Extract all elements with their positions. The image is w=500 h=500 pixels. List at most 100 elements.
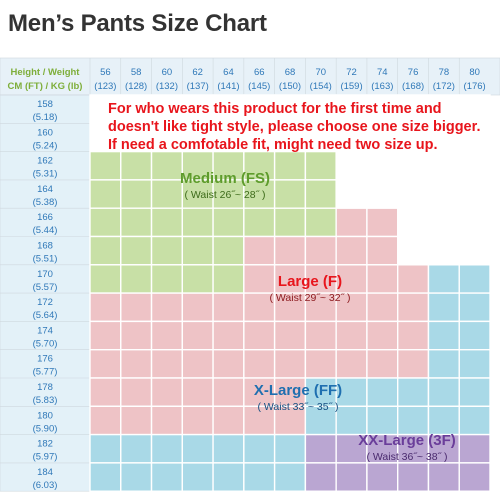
zone-large-label: Large (F) ( Waist 29˝~ 32˝ ) <box>245 273 375 304</box>
size-cell <box>458 150 491 181</box>
size-cell <box>212 433 245 464</box>
size-cell <box>212 462 245 492</box>
weight-kg-label: 74 <box>377 67 388 78</box>
size-cell <box>304 179 337 209</box>
weight-kg-label: 58 <box>131 67 142 78</box>
height-cm-label: 182 <box>37 439 53 450</box>
size-cell <box>366 179 399 209</box>
size-cell <box>366 94 399 124</box>
size-cell <box>335 122 368 153</box>
zone-large-waist: ( Waist 29˝~ 32˝ ) <box>269 292 351 304</box>
height-ft-label: (5.77) <box>33 367 58 378</box>
size-cell <box>120 349 153 379</box>
size-cell <box>212 320 245 351</box>
size-cell <box>150 235 184 266</box>
size-cell <box>89 207 122 238</box>
size-cell <box>212 264 245 294</box>
size-cell <box>397 405 430 436</box>
size-cell <box>150 377 184 407</box>
size-cell <box>150 462 184 492</box>
page-title: Men’s Pants Size Chart <box>8 10 267 37</box>
height-cm-label: 166 <box>37 212 53 223</box>
size-cell <box>273 405 307 436</box>
size-cell <box>458 122 491 153</box>
size-cell <box>120 207 153 238</box>
size-cell <box>243 462 276 492</box>
height-cm-label: 180 <box>37 410 53 421</box>
height-cm-label: 158 <box>37 99 53 110</box>
size-cell <box>427 207 460 238</box>
size-cell <box>181 462 214 492</box>
size-cell <box>458 349 491 379</box>
size-cell <box>273 94 307 124</box>
size-cell <box>397 320 430 351</box>
size-cell <box>304 433 337 464</box>
size-cell <box>89 179 122 209</box>
size-cell <box>427 349 460 379</box>
size-cell <box>397 292 430 323</box>
note-line-2: doesn't like tight style, please choose … <box>108 119 481 135</box>
size-cell <box>458 207 491 238</box>
size-cell <box>273 235 307 266</box>
weight-lb-label: (168) <box>402 81 424 92</box>
weight-lb-label: (150) <box>279 81 301 92</box>
size-cell <box>366 235 399 266</box>
size-cell <box>120 235 153 266</box>
size-cell <box>273 433 307 464</box>
weight-lb-label: (132) <box>156 81 178 92</box>
size-cell <box>397 94 430 124</box>
height-ft-label: (5.97) <box>33 452 58 463</box>
zone-medium-label: Medium (FS) ( Waist 26˝~ 28˝ ) <box>165 170 285 201</box>
size-cell <box>243 320 276 351</box>
size-cell <box>120 462 153 492</box>
height-cm-label: 184 <box>37 467 53 478</box>
size-cell <box>304 320 337 351</box>
note-line-1: For who wears this product for the first… <box>108 101 442 117</box>
size-cell <box>427 150 460 181</box>
size-cell <box>335 94 368 124</box>
size-cell <box>120 377 153 407</box>
size-cell <box>150 349 184 379</box>
weight-lb-label: (172) <box>433 81 455 92</box>
size-cell <box>212 377 245 407</box>
weight-kg-label: 68 <box>285 67 296 78</box>
size-cell <box>212 207 245 238</box>
size-cell <box>304 150 337 181</box>
size-cell <box>366 207 399 238</box>
zone-large-name: Large (F) <box>277 273 343 290</box>
size-cell <box>181 292 214 323</box>
size-cell <box>458 462 491 492</box>
size-cell <box>397 377 430 407</box>
size-cell <box>427 462 460 492</box>
size-cell <box>150 405 184 436</box>
height-ft-label: (5.57) <box>33 282 58 293</box>
size-cell <box>243 179 276 209</box>
size-cell <box>120 433 153 464</box>
size-cell <box>120 405 153 436</box>
height-cm-label: 170 <box>37 269 53 280</box>
note-line-3: If need a comfotable fit, might need two… <box>108 137 438 153</box>
size-cell <box>304 207 337 238</box>
size-cell <box>243 207 276 238</box>
size-cell <box>335 320 368 351</box>
size-cell <box>335 235 368 266</box>
zone-xlarge-label: X-Large (FF) ( Waist 33˝~ 35˝ ) <box>233 382 363 413</box>
size-cell <box>304 462 337 492</box>
weight-kg-label: 72 <box>346 67 357 78</box>
size-cell <box>335 377 368 407</box>
size-cell <box>458 405 491 436</box>
size-cell <box>304 405 337 436</box>
height-ft-label: (5.18) <box>33 112 58 123</box>
size-cell <box>427 179 460 209</box>
size-cell <box>427 320 460 351</box>
size-cell <box>150 433 184 464</box>
size-cell <box>427 94 460 124</box>
size-cell <box>458 179 491 209</box>
weight-kg-label: 66 <box>254 67 265 78</box>
size-cell <box>212 94 245 124</box>
size-cell <box>335 264 368 294</box>
size-cell <box>120 150 153 181</box>
size-cell <box>335 349 368 379</box>
size-cell <box>120 320 153 351</box>
